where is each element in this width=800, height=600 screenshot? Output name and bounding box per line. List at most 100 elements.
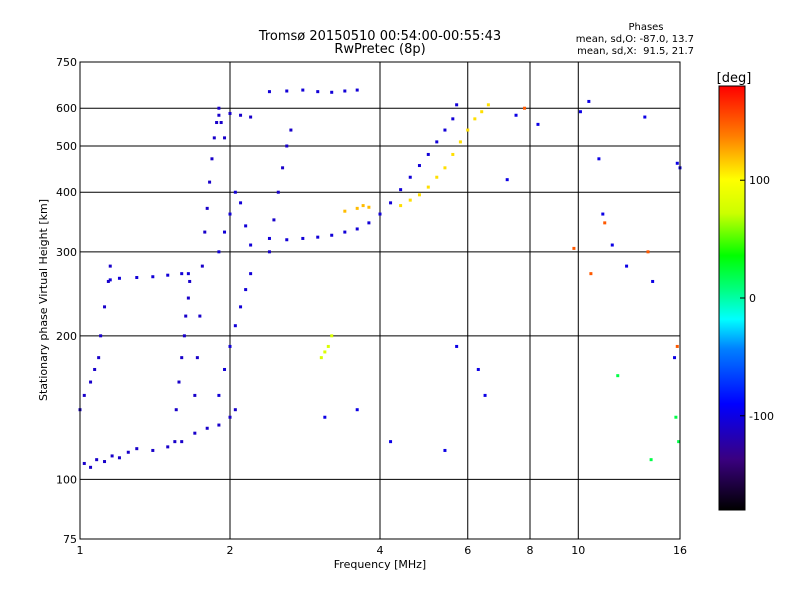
echo-point [343, 209, 347, 213]
colorbar-tick-label: 100 [749, 174, 770, 187]
echo-point [281, 166, 285, 170]
echo-point [217, 106, 221, 110]
echo-point [455, 344, 459, 348]
echo-point [249, 243, 253, 247]
echo-point [223, 136, 227, 140]
echo-point [173, 440, 177, 444]
x-tick-label: 1 [77, 544, 84, 557]
echo-point [99, 334, 103, 338]
echo-point [536, 122, 540, 126]
echo-point [301, 236, 305, 240]
echo-point [272, 218, 276, 222]
echo-point [435, 175, 439, 179]
phase-stats-title: Phases [628, 22, 663, 33]
echo-point [651, 279, 655, 283]
echo-point [285, 89, 289, 93]
echo-point [285, 238, 289, 242]
echo-point [597, 157, 601, 161]
echo-point [239, 201, 243, 205]
echo-point [126, 450, 130, 454]
echo-point [103, 460, 107, 464]
echo-point [426, 185, 430, 189]
colorbar-tick-label: -100 [749, 410, 774, 423]
echo-point [203, 230, 207, 234]
echo-point [323, 415, 327, 419]
echo-point [228, 344, 232, 348]
phase-stats-o: mean, sd,O: -87.0, 13.7 [576, 34, 694, 45]
echo-point [326, 344, 330, 348]
echo-point [476, 367, 480, 371]
echo-point [217, 423, 221, 427]
echo-point [233, 324, 237, 328]
echo-point [523, 106, 527, 110]
echo-point [151, 275, 155, 279]
echo-point [106, 279, 110, 283]
echo-point [289, 128, 293, 132]
echo-point [417, 164, 421, 168]
echo-point [205, 426, 209, 430]
echo-point [330, 233, 334, 237]
echo-point [239, 113, 243, 117]
echo-point [316, 235, 320, 239]
echo-point [249, 115, 253, 119]
echo-point [675, 161, 679, 165]
echo-point [151, 448, 155, 452]
echo-point [610, 243, 614, 247]
echo-point [193, 393, 197, 397]
y-axis-label: Stationary phase Virtual Height [km] [37, 199, 50, 401]
colorbar-tick-label: 0 [749, 292, 756, 305]
echo-point [103, 305, 107, 309]
echo-point [239, 305, 243, 309]
echo-point [195, 356, 199, 360]
echo-point [205, 206, 209, 210]
echo-point [578, 110, 582, 114]
echo-point [443, 448, 447, 452]
echo-point [319, 356, 323, 360]
echo-point [483, 393, 487, 397]
y-tick-label: 75 [63, 533, 77, 546]
echo-point [110, 454, 114, 458]
echo-point [89, 380, 93, 384]
echo-point [249, 272, 253, 276]
echo-point [486, 103, 490, 107]
echo-point [174, 408, 178, 412]
echo-point [480, 110, 484, 114]
echo-point [233, 190, 237, 194]
echo-point [233, 408, 237, 412]
echo-point [455, 103, 459, 107]
echo-point [89, 465, 93, 469]
echo-point [389, 440, 393, 444]
echo-point [625, 264, 629, 268]
echo-point [355, 408, 359, 412]
echo-point [184, 314, 188, 318]
echo-point [572, 246, 576, 250]
echo-point [198, 314, 202, 318]
echo-point [217, 393, 221, 397]
echo-point [355, 206, 359, 210]
echo-point [343, 230, 347, 234]
echo-point [378, 212, 382, 216]
echo-point [212, 136, 216, 140]
echo-point [643, 115, 647, 119]
echo-point [217, 113, 221, 117]
echo-point [210, 157, 214, 161]
echo-point [616, 374, 620, 378]
echo-point [435, 140, 439, 144]
chart-subtitle: RwPretec (8p) [334, 42, 425, 57]
y-tick-label: 750 [56, 56, 77, 69]
echo-point [408, 198, 412, 202]
echo-point [361, 204, 365, 208]
echo-point [186, 296, 190, 300]
echo-point [399, 188, 403, 192]
echo-point [208, 180, 212, 184]
x-tick-label: 16 [673, 544, 687, 557]
echo-point [244, 224, 248, 228]
y-axis: 75 100 200 300 400 500 600 750 [56, 56, 77, 546]
echo-point [166, 273, 170, 277]
colorbar-label: [deg] [717, 71, 752, 86]
x-tick-label: 2 [227, 544, 234, 557]
x-tick-label: 10 [571, 544, 585, 557]
plot-frame [79, 61, 681, 540]
echo-point [244, 288, 248, 292]
